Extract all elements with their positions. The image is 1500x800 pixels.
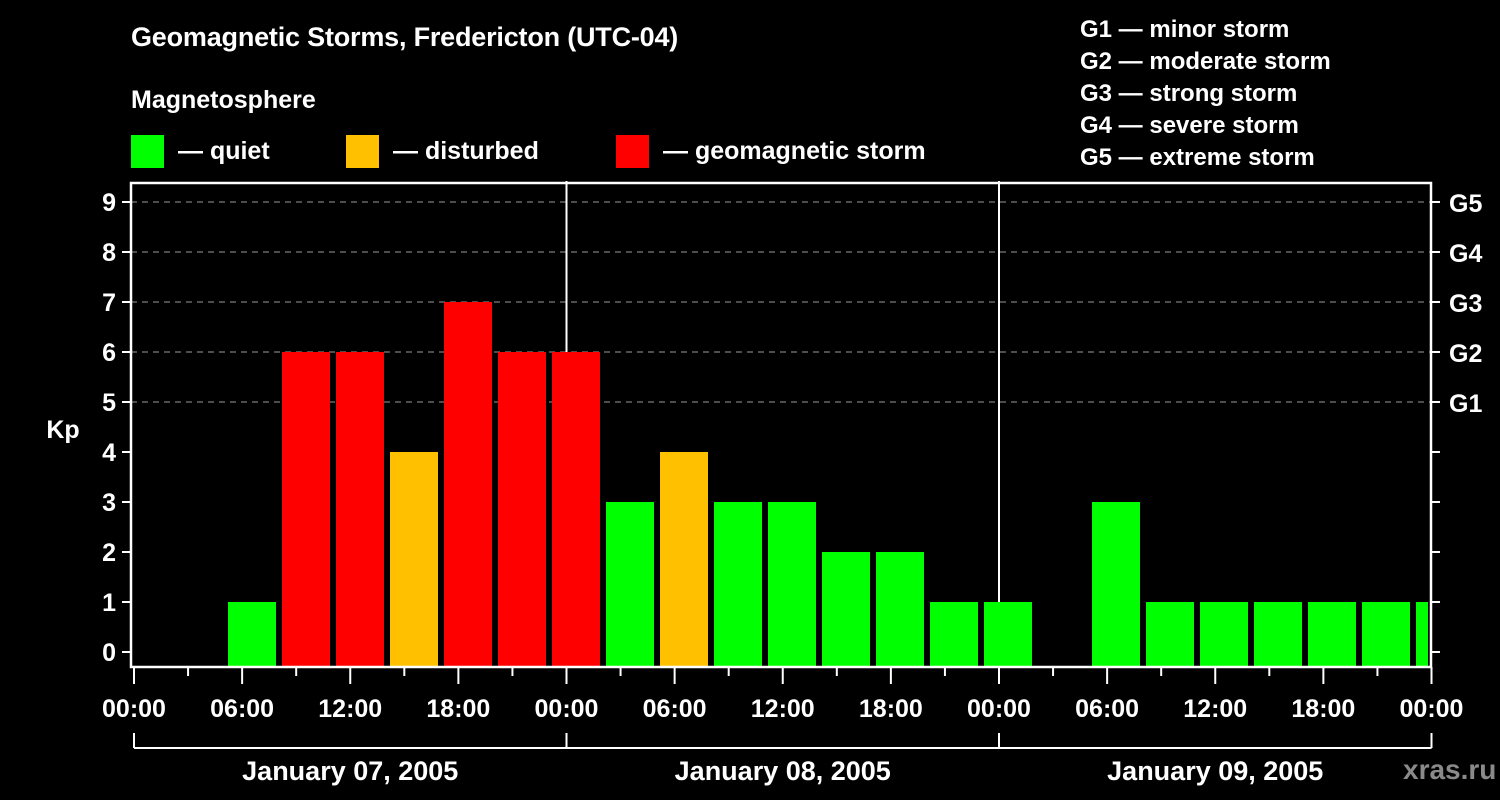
kp-bar xyxy=(930,602,978,667)
quiet-swatch-icon xyxy=(131,134,164,168)
x-tick-label: 12:00 xyxy=(1183,695,1247,723)
x-tick-label: 00:00 xyxy=(102,695,166,723)
x-tick-label: 18:00 xyxy=(1291,695,1355,723)
x-tick-label: 06:00 xyxy=(210,695,274,723)
storm-scale-g2: G2 — moderate storm xyxy=(1080,48,1331,75)
kp-bar xyxy=(444,302,492,667)
watermark: xras.ru xyxy=(1403,754,1497,785)
plot-frame xyxy=(129,181,1433,669)
storm-level-label: G5 xyxy=(1449,190,1482,218)
y-tick-label: 8 xyxy=(102,239,116,267)
legend-item-storm: — geomagnetic storm xyxy=(616,134,926,168)
legend-item-disturbed: — disturbed xyxy=(346,134,539,168)
y-tick-label: 0 xyxy=(102,639,116,667)
legend-label: — geomagnetic storm xyxy=(663,136,926,165)
kp-bar xyxy=(390,452,438,667)
legend-item-quiet: — quiet xyxy=(131,134,270,168)
x-tick-label: 12:00 xyxy=(318,695,382,723)
kp-bar xyxy=(1308,602,1356,667)
storm-scale-legend: G1 — minor storm G2 — moderate storm G3 … xyxy=(1080,14,1331,174)
disturbed-swatch-icon xyxy=(346,134,379,168)
legend-subtitle: Magnetosphere xyxy=(131,86,316,114)
y-axis-label: Kp xyxy=(46,416,79,444)
date-label: January 08, 2005 xyxy=(675,756,891,786)
x-tick-label: 00:00 xyxy=(535,695,599,723)
legend-label: — quiet xyxy=(178,136,270,165)
storm-level-label: G3 xyxy=(1449,290,1482,318)
kp-bar xyxy=(660,452,708,667)
y-tick-label: 6 xyxy=(102,339,116,367)
x-tick-label: 00:00 xyxy=(1400,695,1464,723)
kp-bar xyxy=(552,352,600,667)
date-label: January 07, 2005 xyxy=(242,756,458,786)
date-label: January 09, 2005 xyxy=(1107,756,1323,786)
storm-swatch-icon xyxy=(616,134,649,168)
bar-series xyxy=(228,302,1428,667)
x-tick-label: 06:00 xyxy=(643,695,707,723)
y-tick-label: 1 xyxy=(102,589,116,617)
y-tick-label: 5 xyxy=(102,389,116,417)
kp-bar xyxy=(498,352,546,667)
legend-label: — disturbed xyxy=(393,136,539,165)
kp-bar xyxy=(282,352,330,667)
y-tick-label: 9 xyxy=(102,189,116,217)
kp-bar xyxy=(1200,602,1248,667)
storm-scale-g3: G3 — strong storm xyxy=(1080,80,1298,107)
x-tick-label: 18:00 xyxy=(859,695,923,723)
y-tick-label: 2 xyxy=(102,539,116,567)
storm-scale-g4: G4 — severe storm xyxy=(1080,112,1299,139)
kp-bar xyxy=(1146,602,1194,667)
chart-title: Geomagnetic Storms, Fredericton (UTC-04) xyxy=(131,22,679,52)
axes: 0 1 2 3 4 5 6 7 8 9 G1 G2 G3 G4 G5 00:00 06:00 12:00 18:00… xyxy=(102,181,1482,786)
x-tick-label: 12:00 xyxy=(751,695,815,723)
storm-level-label: G1 xyxy=(1449,390,1482,418)
kp-bar xyxy=(228,602,276,667)
storm-scale-g1: G1 — minor storm xyxy=(1080,16,1290,43)
x-tick-label: 00:00 xyxy=(967,695,1031,723)
y-tick-label: 7 xyxy=(102,289,116,317)
kp-bar xyxy=(876,552,924,667)
kp-bar xyxy=(606,502,654,667)
kp-bar xyxy=(768,502,816,667)
x-tick-label: 18:00 xyxy=(426,695,490,723)
y-tick-label: 4 xyxy=(102,439,116,467)
kp-bar xyxy=(336,352,384,667)
kp-bar xyxy=(1416,602,1428,667)
storm-level-label: G2 xyxy=(1449,340,1482,368)
storm-scale-g5: G5 — extreme storm xyxy=(1080,144,1315,171)
storm-level-label: G4 xyxy=(1449,240,1482,268)
kp-bar xyxy=(714,502,762,667)
kp-bar xyxy=(984,602,1032,667)
kp-bar xyxy=(1254,602,1302,667)
kp-bar xyxy=(1362,602,1410,667)
y-tick-label: 3 xyxy=(102,489,116,517)
x-tick-label: 06:00 xyxy=(1075,695,1139,723)
kp-bar xyxy=(1092,502,1140,667)
kp-bar xyxy=(822,552,870,667)
